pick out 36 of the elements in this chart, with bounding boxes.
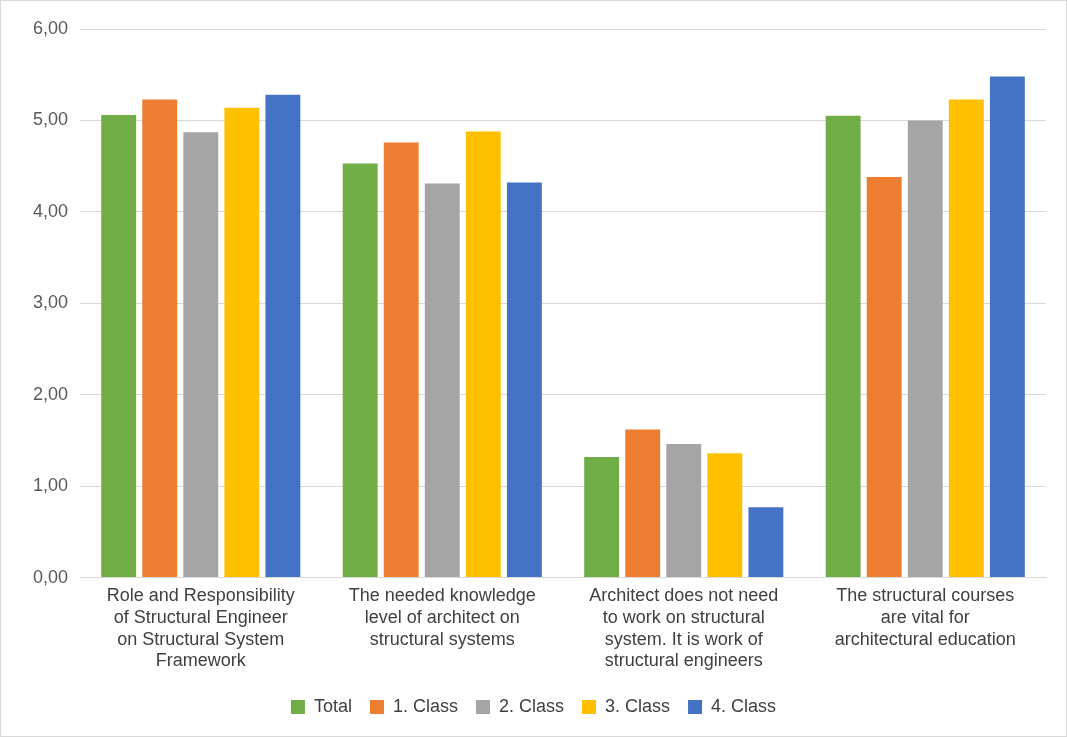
bar [907,120,943,578]
x-tick-label: The needed knowledge level of architect on structural systems [348,585,536,649]
bar [625,429,661,578]
y-tick-label: 1,00 [32,475,69,496]
bar [465,131,501,578]
bar [666,444,702,578]
y-tick-label: 6,00 [32,17,69,38]
bar [989,76,1025,578]
bar [383,142,419,578]
bar [748,507,784,578]
y-tick-label: 5,00 [32,109,69,130]
bar [224,107,260,578]
bar [584,456,620,578]
bar [142,99,178,578]
x-tick-label: Role and Responsibility of Structural Engineer on Structural System Framework [106,585,295,671]
bar [866,177,902,578]
legend-label: 4. Class [711,695,777,716]
bar [506,182,542,578]
bar [342,163,378,578]
y-tick-label: 3,00 [32,292,69,313]
bar [825,115,861,578]
y-tick-label: 0,00 [32,566,69,587]
legend-label: 1. Class [392,695,458,716]
bar [183,132,219,578]
bar [424,183,460,578]
x-tick-label: The structural courses are vital for architectural education [834,585,1016,649]
x-tick-label: Architect does not need to work on structural system. It is work of structural engineers [589,585,779,671]
y-tick-label: 4,00 [32,200,69,221]
legend-label: 3. Class [605,695,671,716]
legend-label: 2. Class [498,695,565,716]
bar [265,94,301,578]
legend-label: Total [313,695,352,716]
y-tick-label: 2,00 [32,383,69,404]
bar [948,99,984,578]
bar [101,114,137,578]
bar [707,453,743,578]
